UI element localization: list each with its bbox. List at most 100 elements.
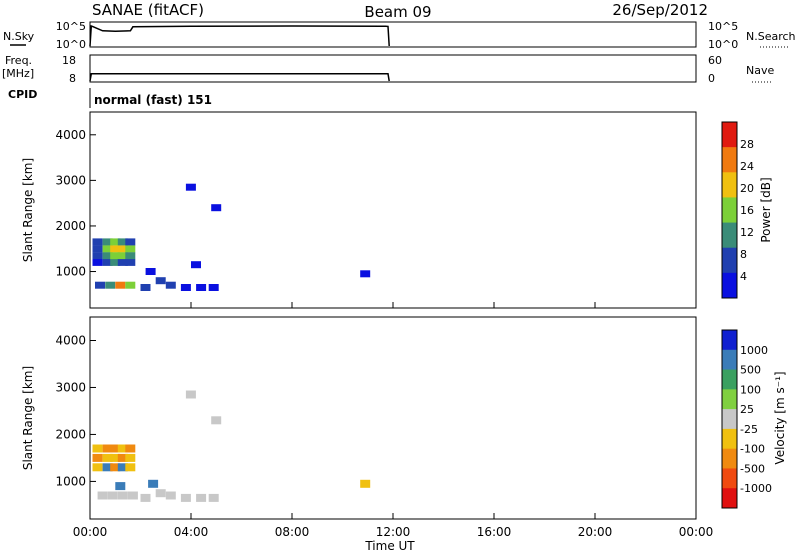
freq-tick-top: 18 (62, 54, 76, 67)
data-cell (110, 453, 121, 462)
velocity-colorbar-tick: -25 (740, 423, 758, 436)
colorbar-segment (722, 488, 737, 509)
data-cell (117, 238, 128, 246)
nsearch-label: N.Search (746, 30, 796, 43)
colorbar-segment (722, 172, 737, 198)
data-cell (155, 277, 166, 285)
colorbar-segment (722, 247, 737, 274)
data-cell (125, 444, 136, 453)
data-cell (125, 245, 136, 253)
power-colorbar-label: Power [dB] (759, 177, 773, 242)
data-cell (145, 268, 156, 275)
data-cell (125, 281, 136, 289)
freq-panel-frame (89, 54, 697, 83)
data-cell (102, 252, 113, 260)
x-tick-label: 16:00 (477, 525, 512, 539)
nsky-series-line (89, 24, 390, 47)
nsky-label: N.Sky (3, 30, 35, 43)
power-panel-frame (89, 111, 697, 309)
data-cell (97, 491, 108, 500)
power-colorbar-tick: 28 (740, 138, 754, 151)
data-cell (102, 238, 113, 246)
data-cell (110, 444, 121, 453)
velocity-colorbar-tick: -100 (740, 443, 765, 456)
range-tick-label: 2000 (55, 219, 86, 233)
data-cell (180, 493, 191, 502)
data-cell (92, 444, 103, 453)
data-cell (148, 479, 159, 488)
colorbar-segment (722, 428, 737, 450)
colorbar-segment (722, 468, 737, 489)
x-tick-label: 00:00 (73, 525, 108, 539)
data-cell (165, 281, 176, 289)
range-tick-label: 3000 (55, 380, 86, 394)
cpid-value: normal (fast) 151 (94, 93, 212, 107)
data-cell (102, 444, 113, 453)
data-cell (117, 463, 128, 472)
velocity-colorbar-tick: 100 (740, 383, 761, 396)
velocity-colorbar-tick: 1000 (740, 344, 768, 357)
data-cell (110, 258, 121, 266)
x-tick-label: 08:00 (275, 525, 310, 539)
data-cell (105, 281, 116, 289)
nave-tick-bottom: 0 (708, 72, 715, 85)
data-cell (196, 493, 207, 502)
data-cell (117, 245, 128, 253)
colorbar-segment (722, 409, 737, 430)
colorbar-frame (721, 329, 738, 509)
power-colorbar-tick: 16 (740, 204, 754, 217)
data-cell (117, 252, 128, 260)
colorbar-segment (722, 369, 737, 390)
nave-tick-top: 60 (708, 54, 722, 67)
data-cell (360, 479, 371, 488)
data-cell (102, 245, 113, 253)
data-cell (191, 261, 201, 269)
nsearch-tick-top: 10^5 (708, 20, 738, 33)
x-tick-label: 00:00 (679, 525, 714, 539)
date-label: 26/Sep/2012 (612, 1, 708, 19)
freq-label: Freq. (5, 54, 32, 67)
data-cell (196, 284, 207, 291)
data-cell (165, 491, 176, 500)
velocity-colorbar-tick: 25 (740, 403, 754, 416)
data-cell (102, 258, 113, 266)
power-ylabel: Slant Range [km] (21, 158, 35, 262)
data-cell (140, 493, 151, 502)
data-cell (92, 238, 103, 246)
data-cell (208, 284, 219, 291)
data-cell (115, 482, 126, 491)
colorbar-segment (722, 272, 737, 299)
data-cell (117, 444, 128, 453)
x-tick-label: 20:00 (578, 525, 613, 539)
data-cell (125, 453, 136, 462)
data-cell (115, 281, 126, 289)
cpid-label: CPID (8, 88, 37, 101)
data-cell (92, 453, 103, 462)
mhz-label: [MHz] (2, 67, 34, 80)
data-cell (102, 463, 113, 472)
data-cell (92, 252, 103, 260)
colorbar-segment (722, 122, 737, 148)
data-cell (125, 238, 136, 246)
data-cell (211, 416, 222, 425)
data-cell (110, 252, 121, 260)
colorbar-segment (722, 147, 737, 173)
colorbar-segment (722, 349, 737, 371)
x-tick-label: 12:00 (376, 525, 411, 539)
data-cell (102, 453, 113, 462)
colorbar-frame (721, 121, 738, 299)
velocity-colorbar-label: Velocity [m s⁻¹] (773, 371, 787, 464)
colorbar-segment (722, 330, 737, 351)
nsearch-tick-bottom: 10^0 (708, 38, 738, 51)
range-tick-label: 1000 (55, 265, 86, 279)
nsky-tick-top: 10^5 (56, 20, 86, 33)
data-cell (180, 284, 191, 291)
data-cell (117, 258, 128, 266)
data-cell (92, 245, 103, 253)
data-cell (95, 281, 105, 289)
data-cell (208, 493, 219, 502)
data-cell (117, 491, 128, 500)
beam-label: Beam 09 (364, 3, 431, 21)
power-colorbar-tick: 20 (740, 182, 754, 195)
velocity-ylabel: Slant Range [km] (21, 366, 35, 470)
